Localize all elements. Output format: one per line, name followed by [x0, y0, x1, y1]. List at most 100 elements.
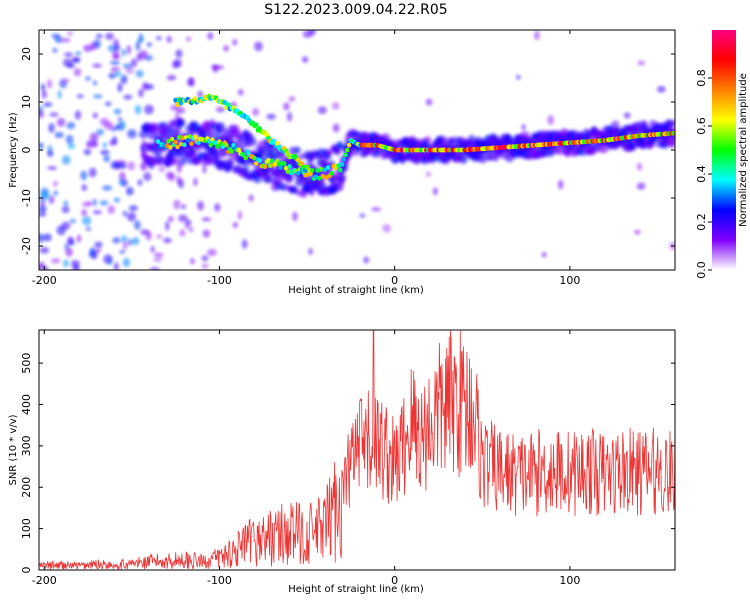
heatmap-cell	[215, 122, 223, 133]
heatmap-cell	[54, 131, 64, 139]
heatmap-cell	[371, 207, 382, 212]
heatmap-cell	[207, 249, 217, 256]
heatmap-cell	[43, 102, 53, 108]
heatmap-cell	[40, 191, 50, 201]
branch-cell	[225, 102, 231, 108]
ridge-cell	[178, 141, 184, 147]
ridge-cell	[215, 143, 220, 149]
spectrogram-xlabel: Height of straight line (km)	[288, 285, 424, 296]
heatmap-cell	[41, 89, 48, 99]
heatmap-cell	[120, 235, 128, 243]
heatmap-cell	[267, 176, 275, 184]
heatmap-cell	[93, 94, 103, 99]
heatmap-cell	[197, 90, 204, 98]
heatmap-cell	[143, 104, 154, 115]
heatmap-cell	[308, 247, 313, 256]
heatmap-cell	[125, 68, 135, 74]
heatmap-cell	[286, 111, 293, 122]
heatmap-cell	[56, 225, 66, 236]
heatmap-cell	[89, 132, 99, 142]
ridge-cell	[243, 155, 248, 161]
ridge-cell	[339, 162, 345, 167]
heatmap-cell	[359, 213, 366, 218]
heatmap-cell	[336, 172, 347, 183]
heatmap-cell	[138, 50, 148, 60]
heatmap-cell	[636, 182, 646, 190]
heatmap-cell	[326, 149, 333, 157]
ridge-cell	[182, 142, 187, 148]
heatmap-cell	[105, 32, 114, 41]
heatmap-cell	[204, 156, 213, 165]
ridge-cell	[324, 175, 329, 181]
heatmap-cell	[137, 37, 144, 43]
ridge-cell	[206, 138, 212, 144]
heatmap-cell	[145, 230, 152, 241]
heatmap-cell	[521, 124, 526, 130]
heatmap-cell	[102, 185, 113, 191]
ridge-cell	[304, 172, 310, 178]
heatmap-cell	[81, 184, 88, 192]
heatmap-cell	[49, 112, 59, 117]
ridge-cell	[336, 163, 341, 169]
heatmap-cell	[66, 63, 75, 69]
heatmap-cell	[110, 60, 120, 66]
heatmap-cell	[223, 45, 229, 52]
x-tick-label: -100	[207, 574, 232, 587]
heatmap-cell	[292, 211, 298, 222]
heatmap-cell	[39, 204, 47, 214]
heatmap-cell	[88, 167, 97, 178]
heatmap-cell	[201, 263, 209, 269]
heatmap-cell	[116, 161, 127, 170]
heatmap-cell	[166, 35, 172, 43]
heatmap-cell	[232, 39, 238, 46]
heatmap-cell	[432, 187, 438, 196]
heatmap-cell	[669, 138, 675, 147]
heatmap-cell	[104, 101, 112, 107]
ridge-cell	[176, 134, 182, 140]
heatmap-cell	[140, 161, 148, 171]
heatmap-cell	[143, 172, 152, 182]
x-tick-label: -200	[32, 274, 57, 287]
x-tick-label: -200	[32, 574, 57, 587]
heatmap-cell	[149, 267, 160, 270]
x-tick-label: 100	[559, 574, 580, 587]
ridge-cell	[169, 136, 175, 142]
ridge-cell	[229, 148, 234, 154]
heatmap-cell	[39, 233, 44, 243]
heatmap-cell	[57, 90, 62, 99]
heatmap-cell	[332, 123, 340, 133]
ridge-cell	[173, 139, 178, 145]
ridge-cell	[155, 139, 161, 144]
heatmap-cell	[201, 217, 212, 222]
heatmap-cell	[110, 67, 121, 73]
heatmap-cell	[424, 136, 432, 145]
heatmap-cell	[188, 76, 194, 87]
heatmap-cell	[62, 78, 70, 83]
heatmap-cell	[85, 142, 95, 149]
heatmap-cell	[177, 158, 186, 167]
heatmap-cell	[39, 246, 50, 254]
heatmap-cell	[168, 216, 174, 222]
heatmap-cell	[166, 74, 177, 81]
heatmap-cell	[52, 180, 58, 187]
ridge-cell	[285, 169, 290, 174]
snr-series-line	[39, 330, 675, 570]
colorbar-label: Normalized spectral amplitude	[738, 73, 749, 227]
heatmap-cell	[283, 102, 290, 111]
ridge-cell	[338, 167, 343, 173]
heatmap-cell	[99, 117, 109, 126]
heatmap-cell	[103, 155, 111, 163]
heatmap-cell	[67, 236, 74, 246]
ridge-cell	[318, 166, 324, 172]
ridge-cell	[208, 142, 213, 148]
ridge-cell	[254, 161, 259, 166]
heatmap-cell	[112, 135, 118, 145]
heatmap-cell	[134, 104, 142, 115]
ridge-cell	[276, 161, 282, 167]
ridge-cell	[164, 143, 170, 149]
heatmap-cell	[99, 200, 109, 206]
colorbar-tick-label: 0.0	[695, 261, 708, 279]
colorbar-tick-label: 0.2	[695, 213, 708, 231]
heatmap-cell	[122, 257, 131, 268]
